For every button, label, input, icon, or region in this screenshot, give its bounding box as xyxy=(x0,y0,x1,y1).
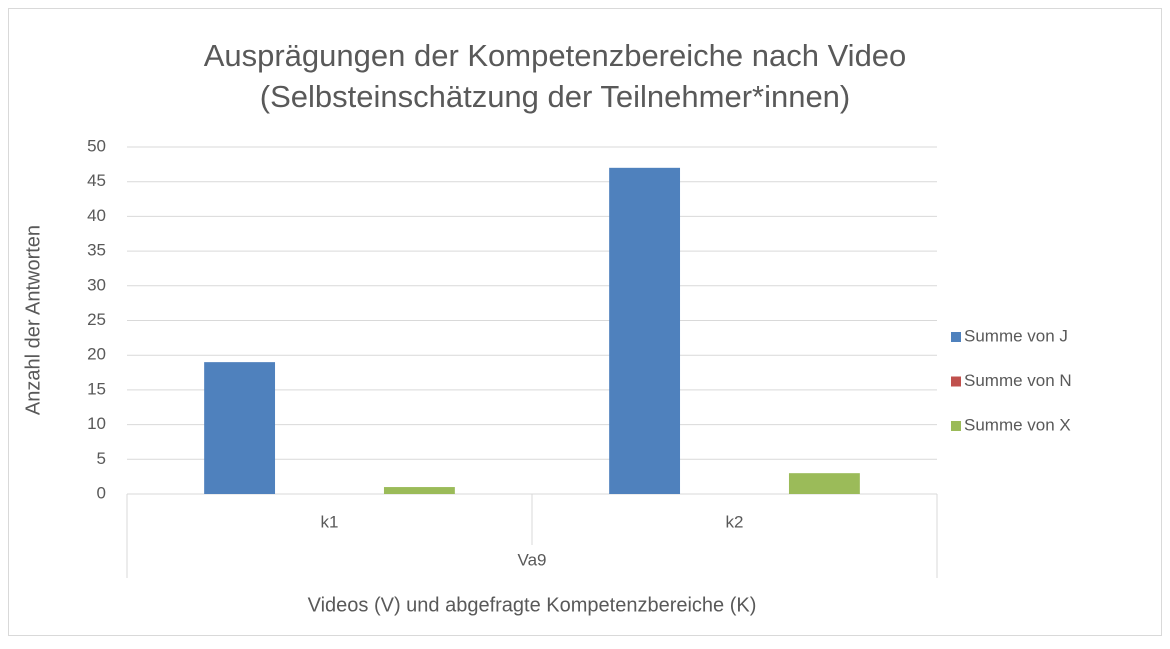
bar xyxy=(788,473,860,494)
legend-label: Summe von J xyxy=(964,326,1068,345)
category-group-label: Va9 xyxy=(518,550,547,569)
y-tick-label: 10 xyxy=(87,414,106,433)
bar xyxy=(204,362,276,494)
chart-title: (Selbsteinschätzung der Teilnehmer*innen… xyxy=(260,79,851,114)
y-tick-label: 0 xyxy=(97,483,106,502)
y-axis-label: Anzahl der Antworten xyxy=(22,225,44,415)
y-tick-label: 25 xyxy=(87,310,106,329)
x-tick-label: k1 xyxy=(321,512,339,531)
legend-swatch xyxy=(951,376,961,387)
legend-label: Summe von N xyxy=(964,371,1072,390)
bar xyxy=(609,167,681,494)
y-tick-label: 30 xyxy=(87,275,106,294)
x-axis-label: Videos (V) und abgefragte Kompetenzberei… xyxy=(308,594,757,616)
y-tick-label: 45 xyxy=(87,171,106,190)
bar xyxy=(383,487,455,494)
y-tick-label: 50 xyxy=(87,136,106,155)
y-tick-label: 35 xyxy=(87,241,106,260)
y-tick-label: 40 xyxy=(87,206,106,225)
y-tick-label: 5 xyxy=(97,449,106,468)
legend-swatch xyxy=(951,332,961,342)
chart-title: Ausprägungen der Kompetenzbereiche nach … xyxy=(204,38,907,73)
legend-swatch xyxy=(951,421,961,431)
y-tick-label: 15 xyxy=(87,379,106,398)
y-tick-label: 20 xyxy=(87,345,106,364)
x-tick-label: k2 xyxy=(726,512,744,531)
chart-border xyxy=(8,8,1162,636)
legend-label: Summe von X xyxy=(964,415,1071,434)
